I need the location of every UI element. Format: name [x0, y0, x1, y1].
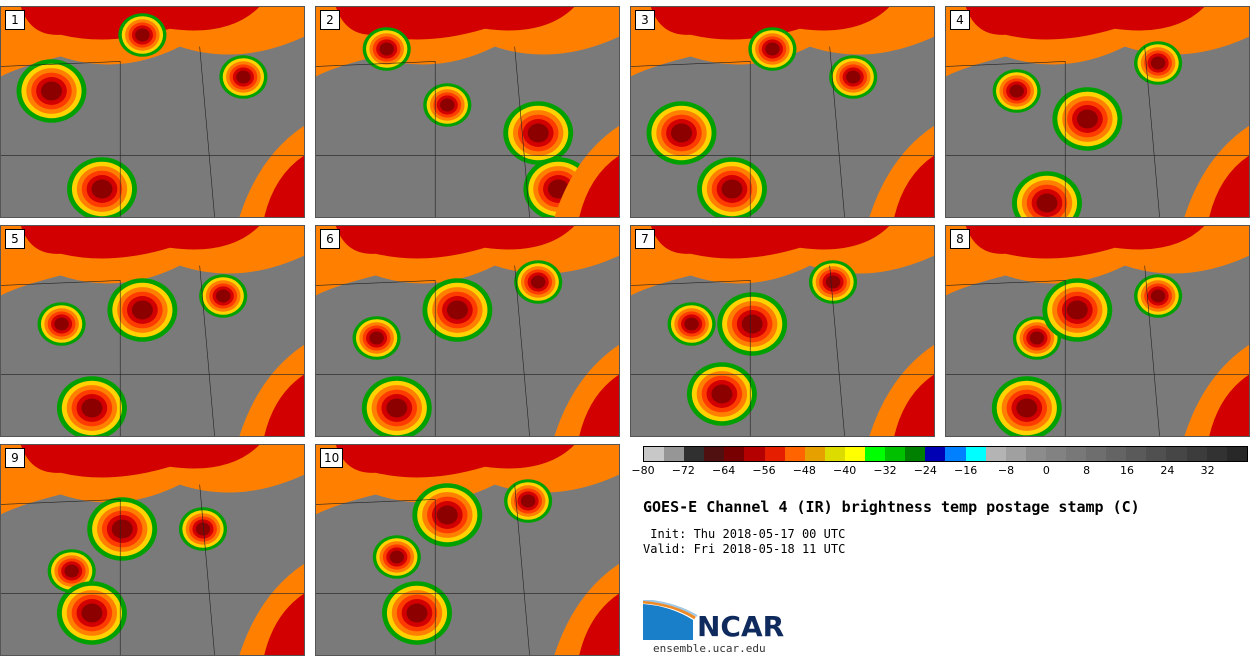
colorbar-tick-label: −56	[752, 464, 776, 477]
panel-number-label: 5	[5, 229, 25, 249]
colorbar-cell	[764, 447, 785, 461]
colorbar-cell	[684, 447, 705, 461]
satellite-map	[1, 7, 304, 217]
panel-number-label: 8	[950, 229, 970, 249]
satellite-map	[631, 226, 934, 436]
panel-number-label: 2	[320, 10, 340, 30]
colorbar-cell	[784, 447, 805, 461]
colorbar-cell	[1166, 447, 1187, 461]
satellite-map	[631, 7, 934, 217]
colorbar-cell	[945, 447, 966, 461]
stamp-panel-7: 7	[630, 225, 935, 437]
colorbar-tick-label: −24	[913, 464, 937, 477]
colorbar-cell	[885, 447, 906, 461]
stamp-panel-1: 1	[0, 6, 305, 218]
stamp-panel-5: 5	[0, 225, 305, 437]
satellite-map	[316, 445, 619, 655]
colorbar-cell	[644, 447, 665, 461]
satellite-map	[1, 445, 304, 655]
stamp-panel-6: 6	[315, 225, 620, 437]
colorbar-cell	[824, 447, 845, 461]
colorbar-tick-label: −40	[833, 464, 857, 477]
init-time: Init: Thu 2018-05-17 00 UTC	[643, 527, 846, 541]
colorbar-tick-label: 0	[1042, 464, 1050, 477]
colorbar-cell	[1106, 447, 1127, 461]
colorbar-cell	[865, 447, 886, 461]
valid-time: Valid: Fri 2018-05-18 11 UTC	[643, 542, 846, 556]
colorbar-tick-label: 16	[1120, 464, 1134, 477]
panel-number-label: 7	[635, 229, 655, 249]
colorbar-cell	[744, 447, 765, 461]
panel-number-label: 6	[320, 229, 340, 249]
colorbar-cell	[724, 447, 745, 461]
colorbar-tick-label: −64	[712, 464, 736, 477]
colorbar-tick-label: 24	[1160, 464, 1175, 477]
colorbar-cell	[844, 447, 866, 461]
colorbar-cell	[965, 447, 986, 461]
colorbar-cell	[704, 447, 725, 461]
colorbar-tick-label: 32	[1200, 464, 1215, 477]
panel-number-label: 1	[5, 10, 25, 30]
colorbar-cell	[925, 447, 946, 461]
colorbar-cell	[1065, 447, 1087, 461]
satellite-map	[946, 226, 1249, 436]
colorbar-cell	[1186, 447, 1207, 461]
panel-number-label: 9	[5, 448, 25, 468]
colorbar-cell	[905, 447, 926, 461]
stamp-panel-8: 8	[945, 225, 1250, 437]
stamp-panel-10: 10	[315, 444, 620, 656]
stamp-panel-4: 4	[945, 6, 1250, 218]
colorbar-cell	[985, 447, 1006, 461]
page-title: GOES-E Channel 4 (IR) brightness temp po…	[643, 498, 1140, 516]
temperature-colorbar	[643, 446, 1248, 462]
colorbar-tick-label: −16	[954, 464, 978, 477]
site-url: ensemble.ucar.edu	[653, 642, 766, 655]
colorbar-cell	[664, 447, 685, 461]
colorbar-ticks: −80 −72 −64 −56 −48 −40 −32 −24 −16 −8 0 8 16 24 32	[631, 464, 1248, 486]
colorbar-cell	[1045, 447, 1066, 461]
satellite-map	[316, 226, 619, 436]
colorbar-cell	[1146, 447, 1167, 461]
stamp-panel-9: 9	[0, 444, 305, 656]
colorbar-tick-label: −48	[792, 464, 816, 477]
colorbar-tick-label: −8	[997, 464, 1015, 477]
ncar-logo-text: NCAR	[697, 610, 785, 643]
colorbar-tick-label: −32	[873, 464, 897, 477]
stamp-panel-3: 3	[630, 6, 935, 218]
colorbar-cell	[1086, 447, 1107, 461]
colorbar-cell	[1005, 447, 1026, 461]
ncar-logo-icon	[643, 600, 698, 640]
colorbar-cell	[1126, 447, 1147, 461]
satellite-map	[1, 226, 304, 436]
colorbar-cell	[1206, 447, 1227, 461]
satellite-map	[316, 7, 619, 217]
colorbar-cell	[1025, 447, 1046, 461]
satellite-map	[946, 7, 1249, 217]
stamp-panel-2: 2	[315, 6, 620, 218]
colorbar-cell	[804, 447, 825, 461]
panel-number-label: 3	[635, 10, 655, 30]
colorbar-tick-label: −72	[671, 464, 695, 477]
panel-number-label: 4	[950, 10, 970, 30]
colorbar-tick-label: −80	[631, 464, 655, 477]
panel-number-label: 10	[320, 448, 344, 468]
colorbar-cell	[1226, 447, 1247, 461]
colorbar-tick-label: 8	[1083, 464, 1091, 477]
